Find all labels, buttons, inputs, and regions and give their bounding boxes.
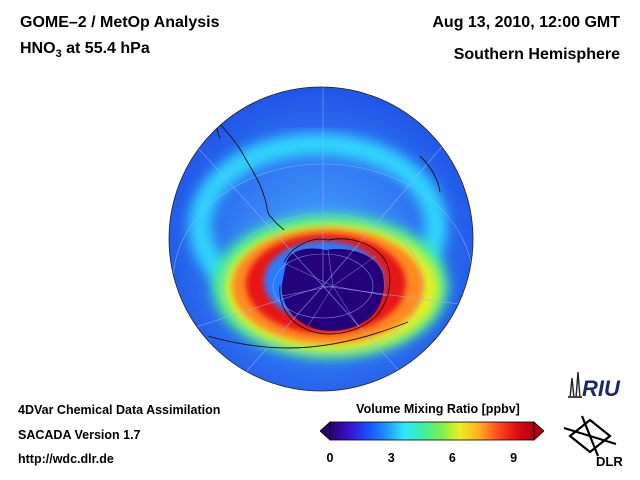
- colorbar-gradient: [329, 421, 535, 441]
- colorbar-tick-6: 6: [448, 451, 456, 465]
- species-subscript: 3: [55, 48, 62, 61]
- species-name: HNO: [20, 40, 56, 57]
- colorbar-tick-9: 9: [510, 451, 518, 465]
- colorbar-over-arrow: [533, 421, 544, 441]
- footer-line-2: SACADA Version 1.7: [18, 428, 141, 442]
- species-level-title: HNO3 at 55.4 hPa: [20, 40, 150, 60]
- hemisphere-label: Southern Hemisphere: [453, 46, 620, 63]
- footer-line-1: 4DVar Chemical Data Assimilation: [18, 403, 221, 417]
- riu-logo: RIU: [568, 371, 621, 401]
- colorbar: [320, 421, 544, 441]
- footer-url: http://wdc.dlr.de: [18, 452, 114, 466]
- dlr-logo: DLR: [563, 415, 623, 468]
- product-title: GOME–2 / MetOp Analysis: [20, 14, 220, 31]
- colorbar-tick-0: 0: [326, 451, 334, 465]
- pressure-level: at 55.4 hPa: [61, 40, 150, 57]
- dlr-logo-text: DLR: [596, 454, 623, 468]
- colorbar-tick-3: 3: [387, 451, 395, 465]
- colorbar-under-arrow: [320, 421, 331, 441]
- analysis-datetime: Aug 13, 2010, 12:00 GMT: [432, 14, 620, 31]
- riu-logo-text: RIU: [582, 376, 621, 401]
- polar-map: [168, 86, 474, 392]
- colorbar-title: Volume Mixing Ratio [ppbv]: [356, 402, 520, 416]
- meridian-lines-core: [281, 249, 389, 327]
